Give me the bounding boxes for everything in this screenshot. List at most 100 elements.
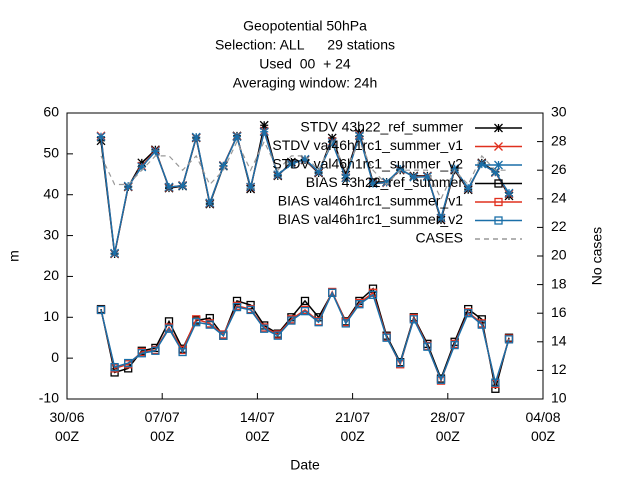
- data-point: [436, 375, 446, 384]
- data-point: [354, 131, 364, 141]
- marker-plus: [178, 181, 187, 190]
- marker-square: [477, 320, 486, 329]
- marker-square: [110, 362, 119, 372]
- legend-marker: [494, 197, 503, 207]
- data-point: [178, 347, 187, 357]
- marker-square: [328, 288, 337, 297]
- marker-square: [504, 335, 514, 344]
- data-point: [192, 318, 201, 327]
- y2-tick-label: 30: [551, 104, 567, 120]
- marker-plus: [505, 189, 513, 198]
- marker-square: [368, 290, 378, 299]
- marker-square: [409, 315, 418, 324]
- marker-square: [246, 305, 255, 315]
- data-point: [110, 248, 120, 258]
- marker-square: [192, 318, 201, 327]
- data-point: [218, 161, 228, 171]
- y-tick-label: 20: [43, 267, 59, 283]
- chart-title: Used 00 + 24: [259, 56, 351, 72]
- marker-plus: [192, 133, 201, 142]
- data-point: [341, 319, 350, 328]
- legend-marker: [494, 216, 503, 225]
- marker-square: [205, 320, 214, 329]
- y-tick-label: -10: [39, 390, 59, 406]
- marker-square: [341, 319, 350, 328]
- y-tick-label: 30: [43, 226, 59, 242]
- data-point: [368, 290, 378, 299]
- marker-square: [151, 346, 160, 355]
- x-tick-label: 04/08 00Z: [525, 409, 560, 444]
- x-tick-label: 14/07 00Z: [240, 409, 275, 444]
- marker-plus: [233, 132, 241, 141]
- legend-marker: [494, 123, 503, 133]
- data-point: [219, 331, 228, 340]
- data-point: [232, 302, 242, 312]
- marker-square: [124, 358, 133, 368]
- marker-square: [450, 340, 459, 350]
- legend-label: BIAS val46h1rc1_summer_v2: [278, 211, 463, 227]
- marker-plus: [97, 132, 105, 141]
- legend-label: STDV val46h1rc1_summer_v1: [272, 137, 463, 153]
- y2-tick-label: 22: [551, 218, 567, 234]
- marker-plus: [205, 198, 214, 207]
- data-point: [232, 132, 242, 142]
- marker-square: [178, 347, 187, 357]
- legend-marker: [494, 160, 503, 170]
- data-point: [178, 181, 188, 191]
- data-point: [259, 127, 269, 137]
- data-point: [232, 296, 242, 306]
- y2-tick-label: 18: [551, 275, 567, 291]
- data-point: [477, 320, 486, 329]
- marker-square: [491, 378, 500, 387]
- data-point: [341, 173, 351, 183]
- data-point: [273, 170, 283, 180]
- marker-plus: [355, 131, 364, 140]
- data-point: [300, 296, 310, 306]
- x-axis-label: Date: [290, 457, 320, 473]
- y2-tick-label: 10: [551, 390, 567, 406]
- legend-marker: [494, 142, 503, 151]
- marker-plus: [151, 147, 160, 156]
- y2-tick-label: 28: [551, 132, 567, 148]
- data-point: [504, 335, 514, 344]
- marker-square: [314, 318, 323, 327]
- data-point: [464, 309, 473, 318]
- data-point: [368, 179, 378, 189]
- legend-label: BIAS 43h22_ref_summer: [306, 174, 464, 190]
- data-point: [205, 320, 214, 329]
- series-line: [100, 290, 510, 386]
- y2-tick-label: 26: [551, 161, 567, 177]
- data-point: [463, 183, 473, 193]
- data-point: [286, 159, 296, 169]
- marker-plus: [409, 173, 418, 182]
- data-point: [409, 315, 418, 324]
- data-point: [491, 378, 500, 387]
- y-tick-label: 50: [43, 145, 59, 161]
- marker-square: [494, 216, 503, 225]
- y2-tick-label: 24: [551, 190, 567, 206]
- y-axis-label: m: [6, 250, 22, 262]
- data-point: [246, 182, 256, 192]
- y2-tick-label: 20: [551, 247, 567, 263]
- data-point: [273, 331, 282, 340]
- marker-square: [232, 296, 242, 306]
- data-point: [260, 324, 269, 333]
- data-point: [450, 340, 459, 350]
- data-point: [382, 333, 391, 342]
- data-point: [164, 182, 174, 192]
- y2-tick-label: 14: [551, 333, 567, 349]
- marker-plus: [494, 161, 503, 169]
- data-point: [396, 358, 405, 368]
- data-point: [409, 172, 419, 182]
- marker-plus: [437, 214, 445, 223]
- x-tick-label: 30/06 00Z: [49, 409, 84, 444]
- data-point: [151, 346, 160, 355]
- data-point: [123, 181, 133, 191]
- chart-title: Averaging window: 24h: [233, 75, 378, 91]
- marker-square: [287, 316, 296, 325]
- data-point: [96, 132, 106, 142]
- marker-square: [96, 305, 106, 315]
- marker-square: [273, 331, 282, 340]
